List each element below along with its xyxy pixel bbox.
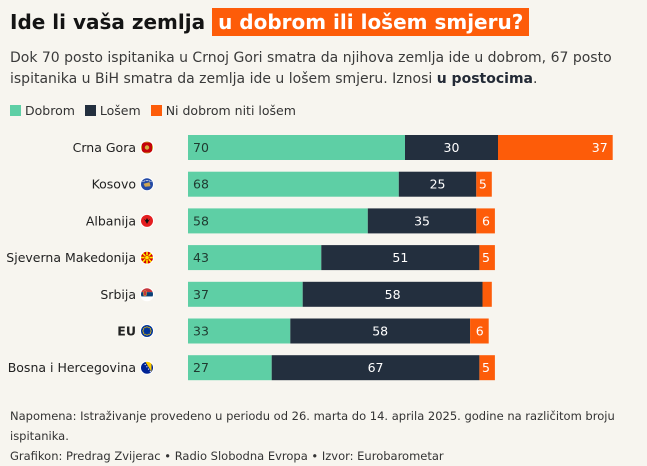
bar-ni-sjeverna-makedonija	[479, 245, 495, 271]
data-label-losem-sjeverna-makedonija: 51	[392, 250, 408, 265]
legend-swatch-ni	[150, 105, 162, 116]
category-label-albanija: Albanija	[86, 213, 136, 228]
data-label-losem-albanija: 35	[414, 213, 430, 228]
bar-dobrom-bosna-i-hercegovina	[188, 355, 272, 381]
legend-label-dobrom: Dobrom	[25, 103, 75, 118]
subtitle-bold: u postocima	[436, 71, 533, 87]
legend-item-dobrom: Dobrom	[10, 103, 75, 118]
montenegro-flag-icon	[140, 140, 154, 155]
bar-losem-albanija	[367, 208, 477, 234]
bar-ni-eu	[470, 318, 489, 344]
category-label-eu: EU	[117, 324, 136, 339]
subtitle-end: .	[532, 71, 538, 87]
data-label-dobrom-albanija: 58	[193, 213, 209, 228]
data-label-dobrom-srbija: 37	[193, 287, 209, 302]
category-label-crna-gora: Crna Gora	[73, 140, 136, 155]
bar-ni-albanija	[476, 208, 495, 234]
data-label-dobrom-eu: 33	[193, 324, 209, 339]
stacked-bar-chart: Crna Gora 70 30 37 Kosovo 68 25 5 Albanija 58 35 6 S…	[6, 135, 613, 381]
chart-subtitle: Dok 70 posto ispitanika u Crnoj Gori sma…	[10, 48, 640, 90]
bar-losem-sjeverna-makedonija	[321, 245, 480, 271]
bosnia-flag-icon	[140, 360, 154, 375]
data-label-dobrom-kosovo: 68	[193, 177, 209, 192]
data-label-ni-eu: 6	[476, 324, 484, 339]
category-label-bosna-i-hercegovina: Bosna i Hercegovina	[8, 360, 136, 375]
bar-dobrom-eu	[188, 318, 291, 344]
footer-note: Napomena: Istraživanje provedeno u perio…	[10, 409, 615, 443]
data-label-ni-bosna-i-hercegovina: 5	[482, 360, 490, 375]
subtitle-text: Dok 70 posto ispitanika u Crnoj Gori sma…	[10, 50, 612, 87]
bar-dobrom-albanija	[188, 208, 368, 234]
data-label-losem-crna-gora: 30	[444, 140, 460, 155]
bar-ni-crna-gora	[498, 135, 613, 160]
data-label-losem-srbija: 58	[385, 287, 401, 302]
bar-losem-kosovo	[398, 171, 477, 197]
category-label-srbija: Srbija	[100, 287, 136, 302]
legend-swatch-losem	[84, 105, 96, 116]
data-label-dobrom-crna-gora: 70	[193, 140, 209, 155]
legend-label-losem: Lošem	[99, 103, 141, 118]
bar-ni-kosovo	[476, 171, 492, 197]
bar-losem-srbija	[302, 281, 483, 307]
category-label-kosovo: Kosovo	[92, 177, 136, 192]
albania-flag-icon	[140, 213, 154, 228]
legend-swatch-dobrom	[10, 105, 21, 116]
data-label-ni-albanija: 6	[482, 213, 490, 228]
bar-losem-bosna-i-hercegovina	[271, 355, 480, 381]
bar-dobrom-srbija	[188, 281, 303, 307]
kosovo-flag-icon	[140, 177, 154, 192]
data-label-ni-crna-gora: 37	[592, 140, 608, 155]
chart-title: Ide li vaša zemlja u dobrom ili lošem sm…	[10, 8, 530, 36]
data-label-losem-kosovo: 25	[430, 177, 446, 192]
bar-dobrom-crna-gora	[188, 135, 405, 160]
data-label-losem-bosna-i-hercegovina: 67	[368, 360, 384, 375]
bar-ni-srbija	[482, 281, 492, 307]
footer: Napomena: Istraživanje provedeno u perio…	[10, 406, 642, 466]
title-plain: Ide li vaša zemlja	[10, 10, 206, 34]
category-label-sjeverna-makedonija: Sjeverna Makedonija	[6, 250, 136, 265]
bar-dobrom-sjeverna-makedonija	[188, 245, 322, 271]
legend-item-losem: Lošem	[84, 103, 141, 118]
bar-losem-crna-gora	[405, 135, 498, 160]
bar-ni-bosna-i-hercegovina	[479, 355, 495, 381]
data-label-ni-sjeverna-makedonija: 5	[482, 250, 490, 265]
data-label-dobrom-sjeverna-makedonija: 43	[193, 250, 209, 265]
legend-item-ni: Ni dobrom niti lošem	[150, 103, 296, 118]
data-label-dobrom-bosna-i-hercegovina: 27	[193, 360, 209, 375]
serbia-flag-icon	[140, 287, 154, 302]
legend-label-ni: Ni dobrom niti lošem	[165, 103, 296, 118]
legend: Dobrom Lošem Ni dobrom niti lošem	[10, 103, 296, 118]
bar-dobrom-kosovo	[188, 171, 399, 197]
data-label-ni-kosovo: 5	[479, 177, 487, 192]
bar-losem-eu	[290, 318, 471, 344]
eu-flag-icon	[140, 324, 154, 338]
title-highlight: u dobrom ili lošem smjeru?	[212, 8, 530, 36]
north-macedonia-flag-icon	[140, 250, 154, 265]
data-label-losem-eu: 58	[372, 324, 388, 339]
footer-credit: Grafikon: Predrag Zvijerac • Radio Slobo…	[10, 449, 444, 463]
